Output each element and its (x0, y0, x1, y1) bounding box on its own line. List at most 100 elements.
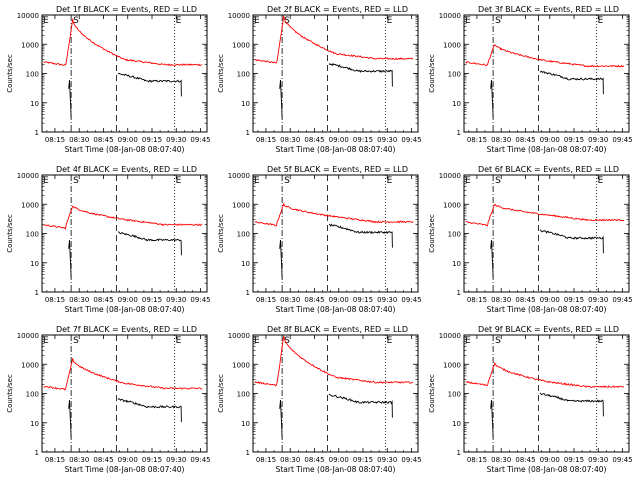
start-marker-label-left: E (43, 336, 49, 346)
x-tick-label: 09:30 (588, 136, 608, 144)
x-tick-label: 09:15 (564, 456, 584, 464)
chart-panel-3: Det 3f BLACK = Events, RED = LLD 1 10 100 10… (428, 5, 633, 154)
x-tick-label: 08:45 (93, 136, 113, 144)
x-tick-label: 09:00 (540, 136, 560, 144)
y-tick-label: 10000 (228, 172, 250, 180)
x-tick-label: 09:00 (329, 456, 349, 464)
x-tick-label: 08:45 (304, 296, 324, 304)
y-tick-label: 10 (30, 260, 39, 268)
y-tick-label: 10 (452, 100, 461, 108)
y-axis-label: Counts/sec (6, 54, 14, 93)
end-marker-label: E (387, 16, 393, 26)
x-tick-label: 09:00 (540, 296, 560, 304)
y-tick-label: 1 (35, 289, 39, 297)
chart-title: Det 1f BLACK = Events, RED = LLD (56, 5, 197, 14)
x-tick-label: 09:45 (612, 456, 632, 464)
plot-frame (41, 334, 208, 453)
y-tick-label: 1000 (232, 41, 250, 49)
events-series-early (279, 399, 283, 439)
x-tick-label: 08:30 (280, 456, 300, 464)
y-tick-label: 1000 (232, 361, 250, 369)
start-marker-label-left: E (465, 336, 471, 346)
y-tick-label: 100 (448, 231, 461, 239)
x-tick-label: 08:15 (467, 456, 487, 464)
x-tick-label: 08:15 (256, 296, 276, 304)
y-tick-label: 1000 (21, 41, 39, 49)
x-tick-label: 08:45 (515, 136, 535, 144)
plot-frame (252, 334, 419, 453)
x-tick-label: 08:30 (280, 136, 300, 144)
y-tick-label: 100 (237, 71, 250, 79)
end-marker-label: E (387, 176, 393, 186)
start-marker-label: S (73, 336, 79, 346)
chart-title: Det 6f BLACK = Events, RED = LLD (478, 165, 619, 174)
y-tick-label: 10 (452, 420, 461, 428)
y-tick-label: 1000 (21, 201, 39, 209)
y-tick-label: 1000 (443, 361, 461, 369)
x-tick-label: 09:15 (564, 296, 584, 304)
start-marker-label-left: E (465, 16, 471, 26)
lld-series-line (254, 335, 414, 387)
x-tick-label: 09:15 (353, 296, 373, 304)
events-series-early (68, 399, 72, 439)
start-marker-label: S (284, 336, 290, 346)
x-tick-label: 09:45 (401, 456, 421, 464)
events-series-line (118, 231, 182, 256)
x-tick-label: 09:45 (612, 136, 632, 144)
y-tick-label: 1 (35, 449, 39, 457)
y-tick-label: 100 (448, 391, 461, 399)
x-tick-label: 08:45 (304, 136, 324, 144)
x-tick-label: 09:15 (142, 136, 162, 144)
x-tick-label: 08:15 (467, 296, 487, 304)
y-tick-label: 1 (457, 289, 461, 297)
x-tick-label: 09:15 (142, 456, 162, 464)
x-axis-label: Start Time (08-Jan-08 08:07:40) (276, 145, 396, 154)
chart-panel-5: Det 5f BLACK = Events, RED = LLD 1 10 100 10… (217, 165, 422, 314)
start-marker-label-left: E (43, 16, 49, 26)
y-tick-label: 1 (35, 129, 39, 137)
y-axis-label: Counts/sec (428, 374, 436, 413)
x-tick-label: 08:15 (45, 456, 65, 464)
y-tick-label: 10000 (228, 12, 250, 20)
x-axis-label: Start Time (08-Jan-08 08:07:40) (65, 145, 185, 154)
end-marker-label: E (176, 16, 182, 26)
x-tick-label: 09:30 (588, 456, 608, 464)
x-tick-label: 09:00 (540, 456, 560, 464)
x-tick-label: 09:45 (401, 296, 421, 304)
x-tick-label: 08:30 (491, 296, 511, 304)
end-marker-label: E (387, 336, 393, 346)
x-tick-label: 08:30 (280, 296, 300, 304)
y-tick-label: 1 (246, 129, 250, 137)
y-tick-label: 10000 (17, 172, 39, 180)
lld-series-line (465, 44, 625, 68)
events-series-line (539, 392, 604, 417)
chart-panel-9: Det 9f BLACK = Events, RED = LLD 1 10 100 10… (428, 325, 633, 474)
start-marker-label: S (495, 16, 501, 26)
y-tick-label: 10 (452, 260, 461, 268)
y-axis-label: Counts/sec (217, 54, 225, 93)
y-axis-label: Counts/sec (428, 54, 436, 93)
y-tick-label: 10000 (17, 12, 39, 20)
y-tick-label: 1 (246, 449, 250, 457)
chart-panel-4: Det 4f BLACK = Events, RED = LLD 1 10 100 10… (6, 165, 211, 314)
x-tick-label: 09:45 (612, 296, 632, 304)
events-series-line (539, 229, 604, 254)
chart-title: Det 3f BLACK = Events, RED = LLD (478, 5, 619, 14)
y-axis-label: Counts/sec (6, 214, 14, 253)
x-tick-label: 09:45 (190, 296, 210, 304)
events-series-line (328, 393, 393, 418)
x-tick-label: 09:30 (377, 296, 397, 304)
events-series-early (490, 79, 494, 119)
events-series-line (117, 72, 182, 97)
events-series-early (68, 239, 72, 279)
y-tick-label: 100 (26, 71, 39, 79)
start-marker-label: S (495, 336, 501, 346)
events-series-early (490, 239, 494, 279)
y-tick-label: 10 (241, 100, 250, 108)
lld-series-line (43, 18, 203, 67)
x-tick-label: 08:45 (93, 296, 113, 304)
chart-panel-8: Det 8f BLACK = Events, RED = LLD 1 10 100 10… (217, 325, 422, 474)
x-tick-label: 09:30 (377, 136, 397, 144)
x-tick-label: 09:00 (118, 136, 138, 144)
events-series-early (68, 79, 72, 119)
